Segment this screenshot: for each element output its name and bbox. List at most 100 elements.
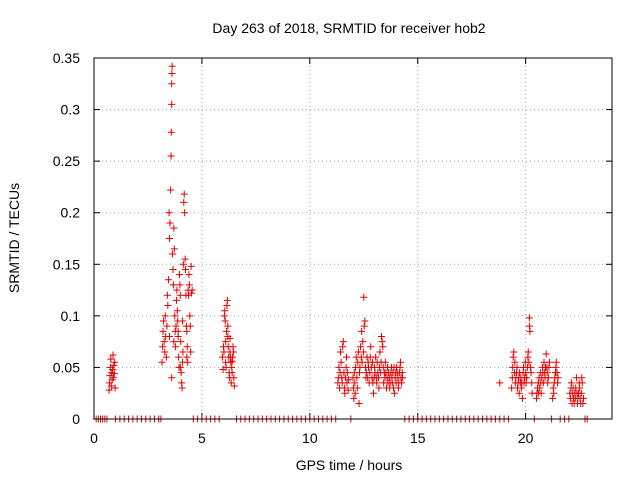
- data-point: [165, 209, 173, 217]
- data-point: [163, 291, 171, 299]
- data-point: [360, 322, 368, 330]
- data-point: [186, 312, 194, 320]
- data-point: [227, 358, 235, 366]
- data-point: [180, 198, 188, 206]
- data-point: [567, 379, 575, 387]
- data-point: [177, 369, 185, 377]
- data-point: [525, 314, 533, 322]
- data-point: [174, 327, 182, 335]
- data-point: [496, 379, 504, 387]
- data-point: [111, 384, 119, 392]
- x-tick-label: 20: [518, 430, 534, 446]
- data-point: [550, 389, 558, 397]
- data-point: [376, 348, 384, 356]
- data-point: [172, 343, 180, 351]
- data-point: [159, 317, 167, 325]
- data-point: [177, 338, 185, 346]
- data-point: [377, 332, 385, 340]
- data-point: [223, 296, 231, 304]
- data-point: [543, 369, 551, 377]
- data-point: [181, 255, 189, 263]
- data-point: [168, 100, 176, 108]
- data-point: [221, 317, 229, 325]
- data-point: [509, 353, 517, 361]
- data-point: [396, 358, 404, 366]
- data-point: [339, 343, 347, 351]
- data-point: [161, 348, 169, 356]
- data-point: [523, 374, 531, 382]
- data-point: [336, 348, 344, 356]
- data-point: [373, 379, 381, 387]
- data-point: [341, 389, 349, 397]
- data-point: [510, 348, 518, 356]
- data-point: [111, 358, 119, 366]
- data-point: [168, 62, 176, 70]
- data-point: [227, 379, 235, 387]
- data-point: [168, 69, 176, 77]
- data-point: [524, 348, 532, 356]
- data-point: [381, 358, 389, 366]
- data-point: [339, 338, 347, 346]
- data-point: [515, 389, 523, 397]
- data-point: [576, 384, 584, 392]
- data-point: [353, 374, 361, 382]
- x-tick-label: 10: [302, 430, 318, 446]
- data-point: [367, 343, 375, 351]
- data-point: [110, 370, 118, 378]
- data-point: [542, 350, 550, 358]
- data-point: [228, 369, 236, 377]
- data-point: [229, 348, 237, 356]
- data-point: [220, 348, 228, 356]
- data-point: [527, 369, 535, 377]
- data-point: [159, 343, 167, 351]
- data-point: [544, 374, 552, 382]
- data-point: [187, 348, 195, 356]
- data-point: [553, 369, 561, 377]
- y-tick-label: 0.2: [61, 205, 81, 221]
- data-point: [162, 353, 170, 361]
- data-point: [109, 351, 117, 359]
- data-point: [186, 322, 194, 330]
- data-point: [181, 209, 189, 217]
- data-point: [552, 358, 560, 366]
- data-point: [185, 281, 193, 289]
- data-point: [160, 338, 168, 346]
- data-point: [176, 281, 184, 289]
- data-point: [166, 332, 174, 340]
- plot-frame: [93, 57, 613, 420]
- data-point: [537, 389, 545, 397]
- data-point: [179, 348, 187, 356]
- data-point: [518, 394, 526, 402]
- data-point: [351, 389, 359, 397]
- data-point: [183, 327, 191, 335]
- data-point: [525, 358, 533, 366]
- data-point: [169, 265, 177, 273]
- data-point: [183, 343, 191, 351]
- tick-labels: 0 5 10 15 20 0 0.05 0.1 0.15 0.2 0.25 0.3 0.35: [53, 50, 534, 446]
- y-tick-label: 0.3: [61, 102, 81, 118]
- data-point: [358, 327, 366, 335]
- data-point: [375, 384, 383, 392]
- data-point: [167, 186, 175, 194]
- data-point: [544, 379, 552, 387]
- data-point: [170, 245, 178, 253]
- data-point: [390, 389, 398, 397]
- data-point: [171, 312, 179, 320]
- data-point: [172, 296, 180, 304]
- data-point: [185, 271, 193, 279]
- data-point: [187, 262, 195, 270]
- data-point: [378, 338, 386, 346]
- data-point: [342, 363, 350, 371]
- data-point: [355, 400, 363, 408]
- data-point: [351, 379, 359, 387]
- data-point: [169, 250, 177, 258]
- data-point: [164, 302, 172, 310]
- data-point: [166, 235, 174, 242]
- data-point: [357, 343, 365, 351]
- data-point: [343, 379, 351, 387]
- data-point: [399, 374, 407, 382]
- data-point: [398, 379, 406, 387]
- data-point: [180, 190, 188, 198]
- data-point: [360, 293, 368, 301]
